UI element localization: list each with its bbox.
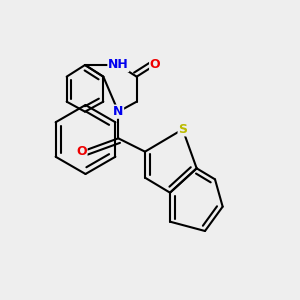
Text: O: O (150, 58, 160, 71)
Text: N: N (113, 105, 124, 118)
Text: O: O (76, 145, 87, 158)
Text: NH: NH (108, 58, 129, 71)
Text: S: S (178, 123, 187, 136)
